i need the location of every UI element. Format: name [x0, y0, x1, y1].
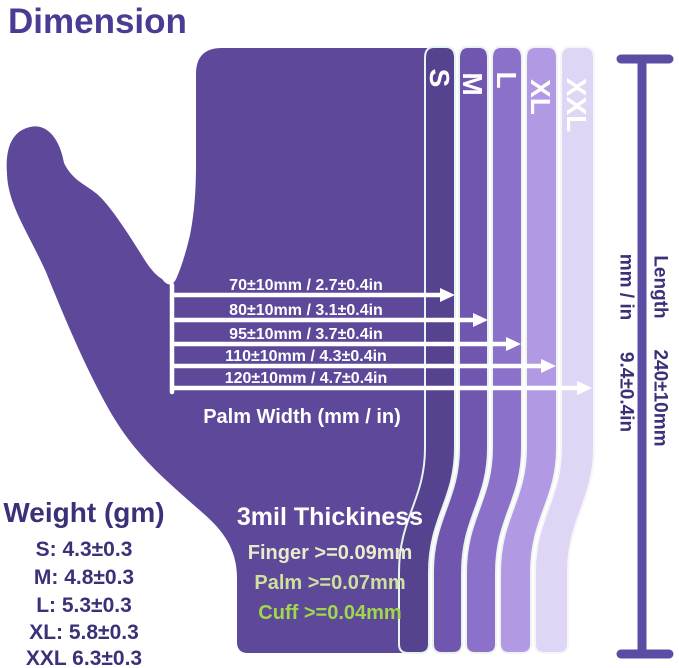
palm-width-value-xl: 110±10mm / 4.3±0.4in	[225, 348, 387, 365]
weight-item-l: L: 5.3±0.3	[36, 594, 132, 617]
palm-width-arrows	[169, 282, 582, 395]
band-label-s: S	[424, 69, 455, 88]
weight-item-s: S: 4.3±0.3	[36, 538, 133, 561]
arrow-heads	[440, 288, 592, 395]
size-band-l	[465, 46, 523, 654]
thickness-finger: Finger >=0.09mm	[248, 542, 413, 564]
band-label-l: L	[491, 71, 522, 88]
weight-item-m: M: 4.8±0.3	[34, 566, 134, 589]
length-value-mm: 240±10mm	[649, 349, 670, 446]
length-value-in: 9.4±0.4in	[615, 352, 636, 432]
length-label: Length	[649, 255, 670, 318]
thickness-cuff: Cuff >=0.04mm	[258, 602, 401, 624]
size-band-xxl	[534, 46, 595, 654]
palm-width-value-l: 95±10mm / 3.7±0.4in	[229, 326, 383, 343]
page-title: Dimension	[8, 2, 187, 41]
arrowhead-xl-icon	[541, 359, 556, 373]
size-band-xl	[499, 46, 558, 654]
glove-body-shape	[6, 48, 450, 653]
length-dimension-line	[616, 54, 674, 659]
weight-item-xxl: XXL 6.3±0.3	[26, 647, 142, 668]
palm-width-value-s: 70±10mm / 2.7±0.4in	[229, 277, 383, 294]
arrowhead-s-icon	[440, 288, 455, 302]
arrowhead-m-icon	[473, 313, 488, 327]
band-label-xl: XL	[525, 79, 556, 115]
length-units: mm / in	[615, 254, 636, 321]
size-band-s	[398, 46, 456, 654]
weight-heading: Weight (gm)	[3, 497, 164, 528]
palm-width-value-m: 80±10mm / 3.1±0.4in	[229, 302, 383, 319]
thickness-palm: Palm >=0.07mm	[254, 572, 405, 594]
palm-width-value-xxl: 120±10mm / 4.7±0.4in	[225, 370, 388, 387]
arrowhead-xxl-icon	[577, 381, 592, 395]
arrowhead-l-icon	[506, 337, 521, 351]
palm-width-caption: Palm Width (mm / in)	[203, 406, 401, 428]
weight-item-xl: XL: 5.8±0.3	[29, 621, 139, 644]
thickness-heading: 3mil Thickiness	[237, 503, 423, 531]
band-label-xxl: XXL	[561, 78, 592, 132]
band-label-m: M	[457, 72, 488, 95]
size-band-m	[432, 46, 489, 654]
